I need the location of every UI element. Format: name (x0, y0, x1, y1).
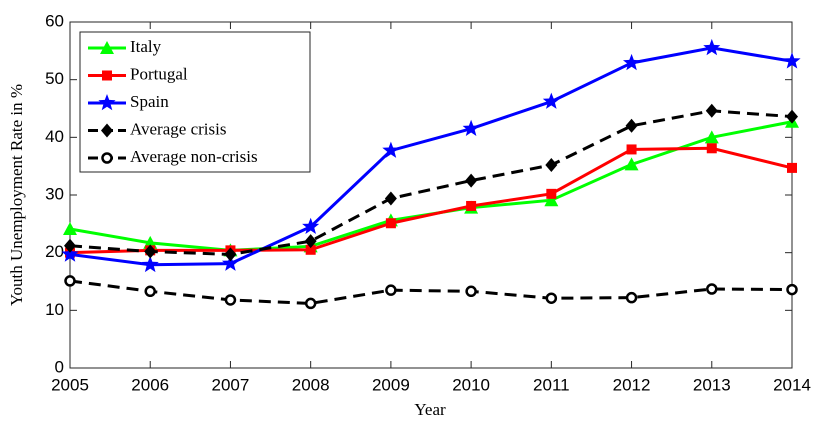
x-tick-label: 2008 (292, 375, 330, 394)
marker (64, 238, 76, 253)
x-tick-label: 2014 (773, 375, 811, 394)
marker (102, 70, 112, 81)
marker (625, 118, 638, 133)
marker (101, 152, 113, 164)
marker (100, 41, 114, 54)
marker (98, 94, 116, 111)
y-axis-label: Youth Unemployment Rate in % (7, 84, 26, 306)
marker (706, 143, 717, 154)
legend-label: Average crisis (130, 119, 226, 138)
legend-label: Portugal (130, 64, 188, 83)
x-tick-label: 2007 (212, 375, 250, 394)
legend: Italy Portugal Spain Average crisis Average … (79, 31, 311, 173)
marker (384, 191, 397, 206)
marker (703, 38, 721, 56)
series-line (69, 146, 793, 255)
y-tick-label: 10 (45, 300, 64, 319)
marker (101, 123, 113, 138)
marker (385, 218, 396, 229)
marker (542, 92, 560, 109)
marker (221, 254, 239, 271)
y-tick-label: 20 (45, 242, 64, 261)
marker (626, 144, 637, 155)
marker (63, 222, 77, 236)
x-tick-label: 2010 (452, 375, 490, 394)
marker (302, 217, 320, 234)
marker (625, 291, 638, 304)
marker (705, 103, 718, 118)
y-tick-label: 40 (45, 127, 64, 146)
marker (704, 130, 719, 144)
marker (465, 285, 477, 298)
marker (786, 109, 798, 124)
x-tick-label: 2012 (613, 375, 651, 394)
marker (304, 234, 317, 249)
series-line (69, 109, 793, 256)
marker (546, 188, 557, 199)
x-tick-label: 2013 (693, 375, 731, 394)
marker (144, 244, 157, 259)
x-tick-label: 2006 (131, 375, 169, 394)
marker (623, 53, 641, 71)
marker (624, 157, 639, 171)
marker (545, 292, 558, 304)
series-line (69, 46, 793, 267)
marker (61, 245, 79, 262)
marker (304, 297, 317, 310)
legend-label: Average non-crisis (130, 147, 258, 166)
y-tick-label: 50 (45, 69, 64, 88)
marker (545, 158, 558, 173)
series-line (69, 279, 793, 305)
marker (224, 247, 237, 262)
marker (224, 294, 237, 306)
marker (787, 162, 797, 173)
marker (462, 119, 480, 136)
marker (144, 285, 156, 298)
x-tick-label: 2005 (51, 375, 89, 394)
x-axis-label: Year (414, 400, 446, 419)
legend-label: Italy (130, 37, 162, 56)
marker (706, 283, 718, 295)
marker (141, 255, 159, 273)
marker (544, 193, 559, 207)
marker (786, 283, 798, 296)
y-tick-label: 0 (55, 357, 64, 376)
marker (783, 52, 801, 69)
marker (466, 200, 477, 211)
y-tick-label: 60 (45, 11, 64, 30)
x-tick-label: 2009 (372, 375, 410, 394)
x-tick-label: 2011 (533, 375, 570, 394)
legend-label: Spain (130, 92, 169, 111)
marker (465, 173, 478, 188)
marker (305, 244, 316, 255)
marker (64, 275, 76, 287)
marker (385, 284, 397, 296)
y-tick-label: 30 (45, 184, 64, 203)
marker (382, 141, 400, 158)
